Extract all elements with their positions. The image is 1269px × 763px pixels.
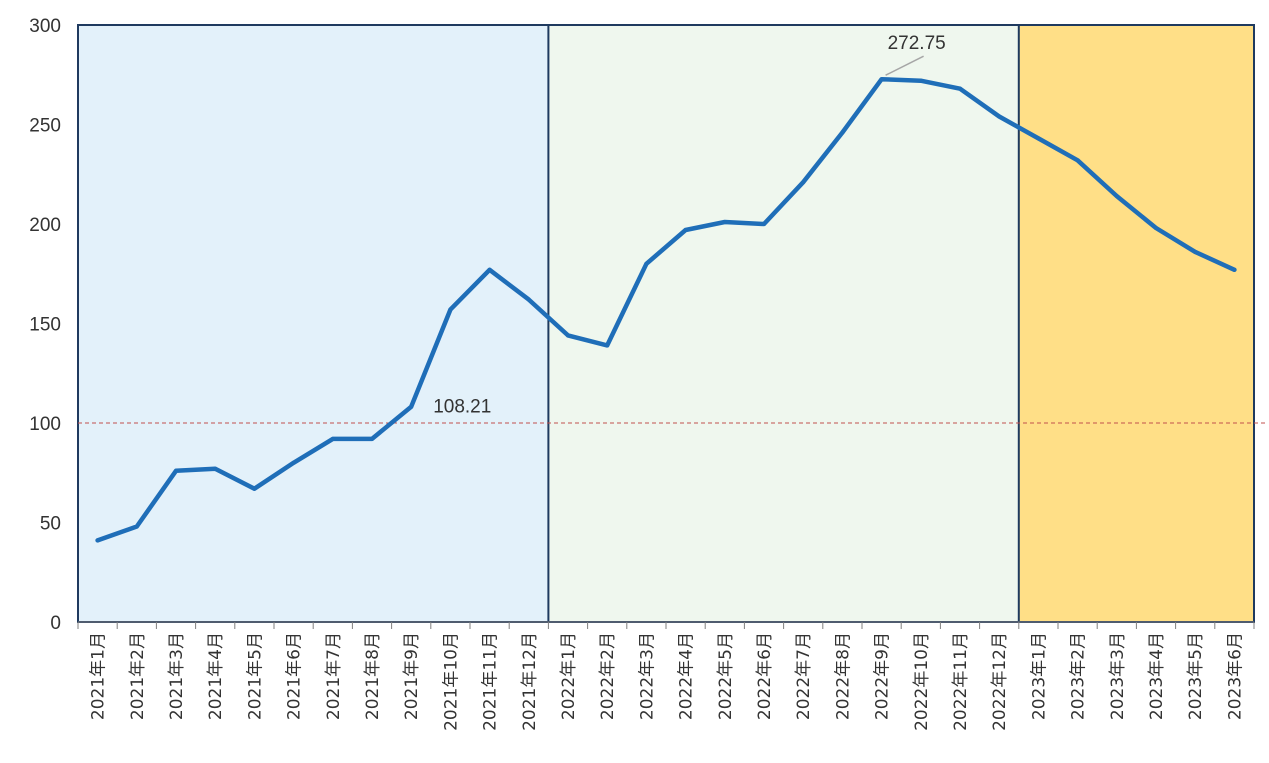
x-tick-label: 2023年2月: [1069, 632, 1089, 720]
x-tick-label: 2021年1月: [89, 632, 109, 720]
data-point: [252, 486, 257, 491]
x-tick-label: 2021年2月: [128, 632, 148, 720]
data-point: [879, 77, 884, 82]
data-point: [1154, 225, 1158, 230]
x-tick-label: 2022年5月: [716, 632, 736, 720]
x-tick-label: 2022年10月: [912, 632, 932, 731]
data-point: [487, 267, 492, 272]
x-tick-label: 2022年8月: [833, 632, 853, 720]
data-point: [840, 130, 845, 135]
x-tick-label: 2021年4月: [206, 632, 226, 720]
x-tick-label: 2022年11月: [951, 632, 971, 731]
data-point: [801, 180, 806, 185]
data-point: [958, 86, 962, 91]
data-point: [1193, 249, 1198, 254]
y-tick-label: 150: [29, 315, 61, 336]
background-band-1: [78, 25, 549, 622]
x-tick-label: 2021年9月: [402, 632, 422, 720]
data-point: [683, 227, 688, 232]
data-point: [997, 114, 1002, 119]
data-label-leader: [885, 55, 924, 76]
background-band-3: [1018, 25, 1254, 622]
data-point: [134, 524, 139, 529]
y-tick-label: 100: [29, 414, 61, 435]
x-tick-label: 2023年3月: [1108, 632, 1128, 720]
x-tick-label: 2021年3月: [167, 632, 187, 720]
x-tick-label: 2022年12月: [990, 632, 1010, 731]
data-point: [370, 436, 374, 441]
data-point: [722, 220, 727, 225]
x-tick-label: 2023年5月: [1186, 632, 1206, 720]
x-tick-label: 2022年1月: [559, 632, 579, 720]
x-tick-label: 2022年7月: [794, 632, 814, 720]
x-tick-label: 2021年7月: [324, 632, 344, 720]
x-tick-label: 2021年6月: [285, 632, 305, 720]
data-point: [409, 404, 414, 409]
x-tick-label: 2022年6月: [755, 632, 775, 720]
y-tick-label: 50: [40, 514, 61, 535]
x-tick-label: 2023年4月: [1147, 632, 1167, 720]
y-tick-label: 250: [29, 116, 61, 137]
data-point: [174, 468, 178, 473]
data-point: [1036, 136, 1041, 141]
data-label: 108.21: [433, 397, 491, 418]
data-point: [95, 538, 100, 543]
data-point: [566, 333, 570, 338]
x-tick-label: 2021年11月: [481, 632, 501, 731]
x-tick-label: 2022年2月: [598, 632, 618, 720]
data-point: [918, 78, 923, 83]
x-tick-label: 2022年4月: [677, 632, 697, 720]
data-point: [762, 222, 766, 226]
series-line: [95, 76, 1237, 543]
data-point: [330, 436, 335, 441]
x-tick-label: 2023年6月: [1225, 632, 1245, 720]
data-point: [605, 343, 610, 348]
data-point: [526, 297, 531, 302]
background-band-2: [548, 25, 1019, 622]
x-tick-label: 2022年9月: [873, 632, 893, 720]
data-label: 272.75: [888, 33, 946, 54]
data-point: [1114, 194, 1119, 199]
data-point: [1232, 267, 1237, 272]
x-tick-label: 2021年10月: [441, 632, 461, 731]
x-tick-label: 2021年12月: [520, 632, 540, 731]
y-tick-label: 300: [29, 16, 61, 37]
data-point: [448, 307, 453, 312]
data-point: [644, 261, 649, 266]
data-point: [291, 460, 296, 465]
y-tick-label: 200: [29, 215, 61, 236]
x-tick-label: 2021年5月: [245, 632, 265, 720]
x-tick-label: 2022年3月: [637, 632, 657, 720]
x-tick-label: 2023年1月: [1029, 632, 1049, 720]
x-tick-label: 2021年8月: [363, 632, 383, 720]
data-point: [1075, 158, 1080, 163]
y-tick-label: 0: [50, 613, 61, 634]
data-point: [213, 466, 218, 471]
